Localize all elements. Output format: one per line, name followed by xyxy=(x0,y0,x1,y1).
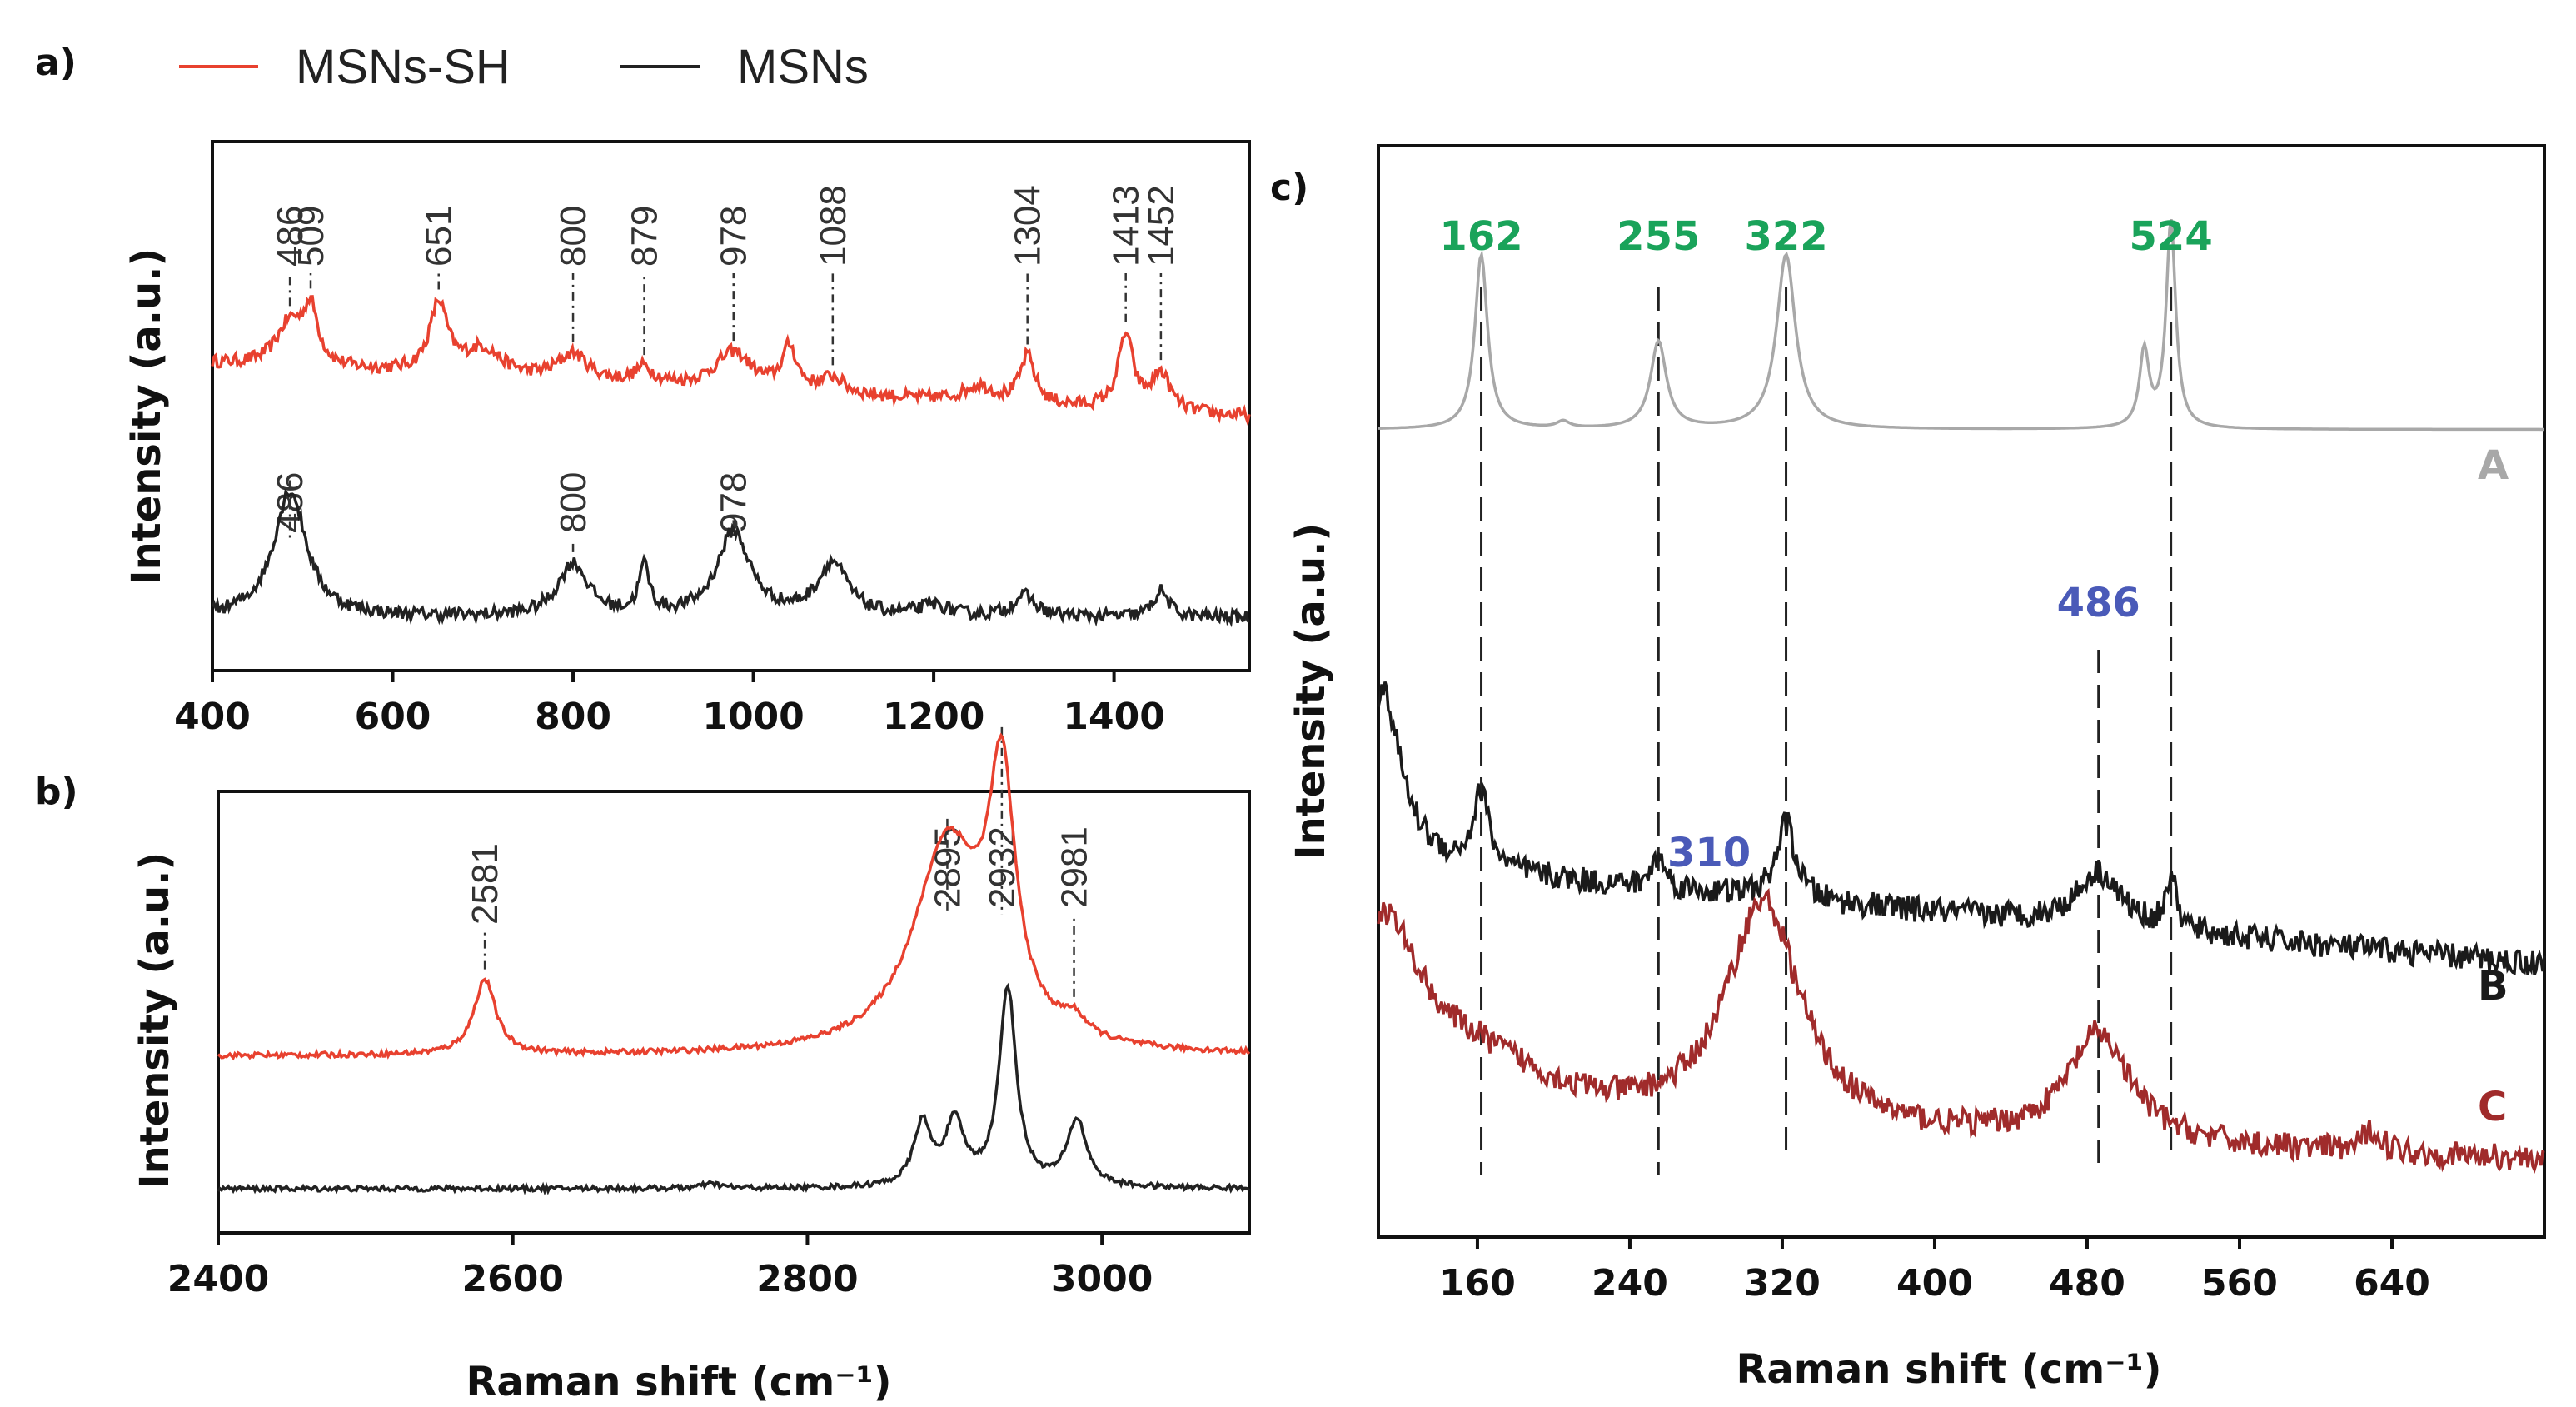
x-tick-label-a-1400: 1400 xyxy=(1063,696,1164,738)
x-tick-label-a-1000: 1000 xyxy=(702,696,804,738)
x-tick-label-a-1200: 1200 xyxy=(883,696,984,738)
trace-label-c: C xyxy=(2478,1084,2507,1130)
chart-a-frame xyxy=(211,140,1251,672)
series-line-b-msns-sh xyxy=(217,732,1251,1061)
chart-c-ylabel: Intensity (a.u.) xyxy=(1288,523,1334,861)
annotation-c-162: 162 xyxy=(1439,213,1522,260)
annotation-c-524: 524 xyxy=(2130,213,2213,260)
x-tick-label-c-400: 400 xyxy=(1896,1262,1973,1305)
x-tick-label-c-240: 240 xyxy=(1592,1262,1668,1305)
series-line-a-msns-sh xyxy=(211,295,1251,427)
peak-label-a-msns-978: 978 xyxy=(714,472,755,533)
panel-label-b: b) xyxy=(35,771,78,813)
peak-label-a-msns-sh-509: 509 xyxy=(291,206,331,267)
trace-label-b: B xyxy=(2478,963,2509,1010)
chart-b: 2400 2600 2800 3000 2581 2895 2932 2981 Intens… xyxy=(132,726,1251,1405)
peak-label-a-msns-sh-1452: 1452 xyxy=(1141,185,1182,267)
peak-label-a-msns-sh-879: 879 xyxy=(625,206,665,267)
peak-label-b-msns-sh-2981: 2981 xyxy=(1054,826,1095,908)
peak-label-a-msns-sh-1413: 1413 xyxy=(1106,185,1147,267)
x-tick-label-c-640: 640 xyxy=(2354,1262,2430,1305)
x-tick-label-a-600: 600 xyxy=(355,696,431,738)
x-tick-label-b-2800: 2800 xyxy=(756,1258,858,1300)
chart-a-ylabel: Intensity (a.u.) xyxy=(123,248,170,586)
x-tick-label-b-2600: 2600 xyxy=(461,1258,563,1300)
trace-label-a: A xyxy=(2478,442,2509,489)
x-tick-label-b-3000: 3000 xyxy=(1051,1258,1153,1300)
x-tick-label-c-320: 320 xyxy=(1744,1262,1821,1305)
x-tick-label-a-800: 800 xyxy=(535,696,611,738)
chart-b-ylabel: Intensity (a.u.) xyxy=(132,852,178,1190)
x-tick-label-c-560: 560 xyxy=(2201,1262,2278,1305)
x-tick-label-c-160: 160 xyxy=(1439,1262,1516,1305)
legend: MSNs-SH MSNs xyxy=(179,40,869,94)
legend-label-msns-sh: MSNs-SH xyxy=(296,40,511,94)
peak-label-b-msns-sh-2581: 2581 xyxy=(465,843,506,925)
chart-b-xlabel: Raman shift (cm⁻¹) xyxy=(466,1359,891,1405)
series-line-c-c xyxy=(1377,888,2545,1174)
series-line-b-msns xyxy=(217,982,1251,1196)
peak-label-a-msns-sh-651: 651 xyxy=(419,206,460,267)
chart-c: 162 255 322 524 486 310 160 240 320 400 480 560 640… xyxy=(1288,144,2546,1393)
peak-label-a-msns-sh-486: 486 xyxy=(270,206,311,267)
chart-c-frame xyxy=(1377,144,2546,1239)
x-tick-label-b-2400: 2400 xyxy=(167,1258,269,1300)
x-tick-label-c-480: 480 xyxy=(2049,1262,2125,1305)
panel-label-a: a) xyxy=(35,42,77,84)
peak-label-a-msns-486: 486 xyxy=(270,472,311,533)
peak-label-a-msns-sh-1088: 1088 xyxy=(813,185,854,267)
legend-label-msns: MSNs xyxy=(737,40,869,94)
series-line-c-a xyxy=(1378,218,2544,432)
annotation-c-310: 310 xyxy=(1667,830,1751,876)
chart-c-xlabel: Raman shift (cm⁻¹) xyxy=(1736,1346,2161,1393)
peak-label-a-msns-sh-1304: 1304 xyxy=(1008,185,1049,267)
chart-b-frame xyxy=(217,790,1251,1235)
panel-label-c: c) xyxy=(1270,167,1308,209)
series-line-c-b xyxy=(1377,681,2546,975)
x-tick-label-a-400: 400 xyxy=(174,696,251,738)
annotation-c-255: 255 xyxy=(1617,213,1700,260)
peak-label-a-msns-sh-800: 800 xyxy=(553,206,594,267)
peak-label-b-msns-sh-2895: 2895 xyxy=(927,826,968,908)
peak-label-a-msns-sh-978: 978 xyxy=(714,206,755,267)
annotation-c-486: 486 xyxy=(2057,580,2140,626)
series-line-a-msns xyxy=(211,488,1251,628)
peak-label-a-msns-800: 800 xyxy=(553,472,594,533)
annotation-c-322: 322 xyxy=(1744,213,1827,260)
